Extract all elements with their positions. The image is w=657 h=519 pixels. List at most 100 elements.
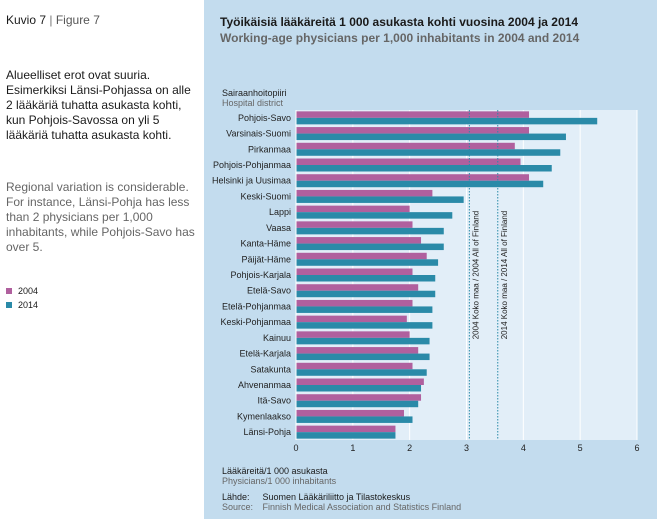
bar-2014 <box>296 432 396 439</box>
figure-label: Kuvio 7 | Figure 7 <box>6 13 100 27</box>
bar-2004 <box>296 268 413 275</box>
bar-2014 <box>296 227 444 235</box>
bar-2014 <box>296 400 419 408</box>
x-tick-label: 4 <box>521 443 526 453</box>
category-label: Etelä-Savo <box>247 286 291 296</box>
category-header-en: Hospital district <box>222 98 284 108</box>
bar-2014 <box>296 212 453 219</box>
bar-2014 <box>296 306 433 313</box>
bar-2014 <box>296 259 439 266</box>
category-label: Helsinki ja Uusimaa <box>212 176 291 186</box>
source-text-en: Finnish Medical Association and Statisti… <box>262 502 462 512</box>
category-label: Vaasa <box>266 223 291 233</box>
description-en: Regional variation is considerable. For … <box>6 180 195 254</box>
legend-item-2004: 2004 <box>6 284 38 298</box>
bar-2004 <box>296 284 419 291</box>
bar-2004 <box>296 189 433 197</box>
bar-2014 <box>296 337 430 345</box>
figure-label-en: Figure 7 <box>55 13 100 27</box>
bar-2004 <box>296 315 407 323</box>
bar-2014 <box>296 165 552 172</box>
legend-label-2004: 2004 <box>18 286 39 296</box>
category-label: Satakunta <box>250 364 291 374</box>
category-label: Kanta-Häme <box>240 239 291 249</box>
bar-2014 <box>296 196 464 203</box>
category-label: Keski-Suomi <box>240 191 291 201</box>
category-header-fi: Sairaanhoitopiiri <box>222 88 287 98</box>
bar-2014 <box>296 322 433 329</box>
legend-item-2014: 2014 <box>6 298 38 312</box>
x-tick-label: 5 <box>578 443 583 453</box>
category-label: Etelä-Karjala <box>239 349 291 359</box>
bar-2014 <box>296 416 413 423</box>
legend: 2004 2014 <box>6 284 38 312</box>
bar-2004 <box>296 362 413 370</box>
bar-2004 <box>296 158 521 165</box>
bar-2004 <box>296 142 515 150</box>
x-tick-label: 3 <box>464 443 469 453</box>
x-tick-label: 2 <box>407 443 412 453</box>
category-label: Kainuu <box>263 333 291 343</box>
category-label: Kymenlaakso <box>237 411 291 421</box>
bar-2004 <box>296 205 410 213</box>
x-tick-label: 6 <box>634 443 639 453</box>
bar-2004 <box>296 425 396 433</box>
reference-line-label: 2004 Koko maa / 2004 All of Finland <box>471 211 480 340</box>
bar-2014 <box>296 149 561 156</box>
legend-swatch-2014 <box>6 302 12 308</box>
source-fi: Lähde: Suomen Lääkäriliitto ja Tilastoke… <box>222 492 410 502</box>
bar-2014 <box>296 133 566 141</box>
bar-2004 <box>296 127 530 134</box>
bar-2014 <box>296 385 422 392</box>
bar-2004 <box>296 252 427 260</box>
bar-2004 <box>296 111 530 118</box>
source-en: Source: Finnish Medical Association and … <box>222 502 461 512</box>
source-label-en: Source: <box>222 502 254 512</box>
figure-label-fi: Kuvio 7 <box>6 13 47 27</box>
bar-2004 <box>296 394 422 401</box>
axis-label-en: Physicians/1 000 inhabitants <box>222 476 337 486</box>
category-label: Päijät-Häme <box>241 254 291 264</box>
bar-2014 <box>296 369 427 376</box>
category-label: Etelä-Pohjanmaa <box>222 301 291 311</box>
category-label: Lappi <box>269 207 291 217</box>
axis-label-fi: Lääkäreitä/1 000 asukasta <box>222 466 328 476</box>
bar-2014 <box>296 275 436 282</box>
bar-2004 <box>296 299 413 307</box>
bar-2004 <box>296 347 419 354</box>
bar-2004 <box>296 378 424 385</box>
legend-swatch-2004 <box>6 288 12 294</box>
chart-title: Työikäisiä lääkäreitä 1 000 asukasta koh… <box>220 15 578 29</box>
x-tick-label: 1 <box>350 443 355 453</box>
description-fi: Alueelliset erot ovat suuria. Esimerkiks… <box>6 68 191 142</box>
category-label: Länsi-Pohja <box>243 427 291 437</box>
chart-panel: Työikäisiä lääkäreitä 1 000 asukasta koh… <box>204 0 657 519</box>
bar-2004 <box>296 237 422 244</box>
bar-2004 <box>296 221 413 228</box>
x-tick-label: 0 <box>293 443 298 453</box>
category-label: Pohjois-Savo <box>238 113 291 123</box>
chart-subtitle: Working-age physicians per 1,000 inhabit… <box>220 31 580 45</box>
figure-label-separator: | <box>49 13 53 27</box>
legend-label-2014: 2014 <box>18 300 39 310</box>
source-text-fi: Suomen Lääkäriliitto ja Tilastokeskus <box>262 492 411 502</box>
bar-2004 <box>296 174 530 181</box>
category-label: Keski-Pohjanmaa <box>220 317 291 327</box>
bar-2014 <box>296 180 544 188</box>
category-label: Varsinais-Suomi <box>226 129 291 139</box>
category-label: Itä-Savo <box>257 396 291 406</box>
bar-2014 <box>296 290 436 298</box>
category-label: Pohjois-Karjala <box>230 270 291 280</box>
bar-2014 <box>296 353 430 361</box>
bar-2014 <box>296 243 444 251</box>
bar-2004 <box>296 409 404 417</box>
source-label-fi: Lähde: <box>222 492 250 502</box>
category-label: Ahvenanmaa <box>238 380 291 390</box>
left-column: Kuvio 7 | Figure 7 Alueelliset erot ovat… <box>0 0 200 519</box>
bar-2014 <box>296 117 598 125</box>
reference-line-label: 2014 Koko maa / 2014 All of Finland <box>500 211 509 340</box>
bar-2004 <box>296 331 410 338</box>
category-label: Pirkanmaa <box>248 144 291 154</box>
category-label: Pohjois-Pohjanmaa <box>213 160 291 170</box>
